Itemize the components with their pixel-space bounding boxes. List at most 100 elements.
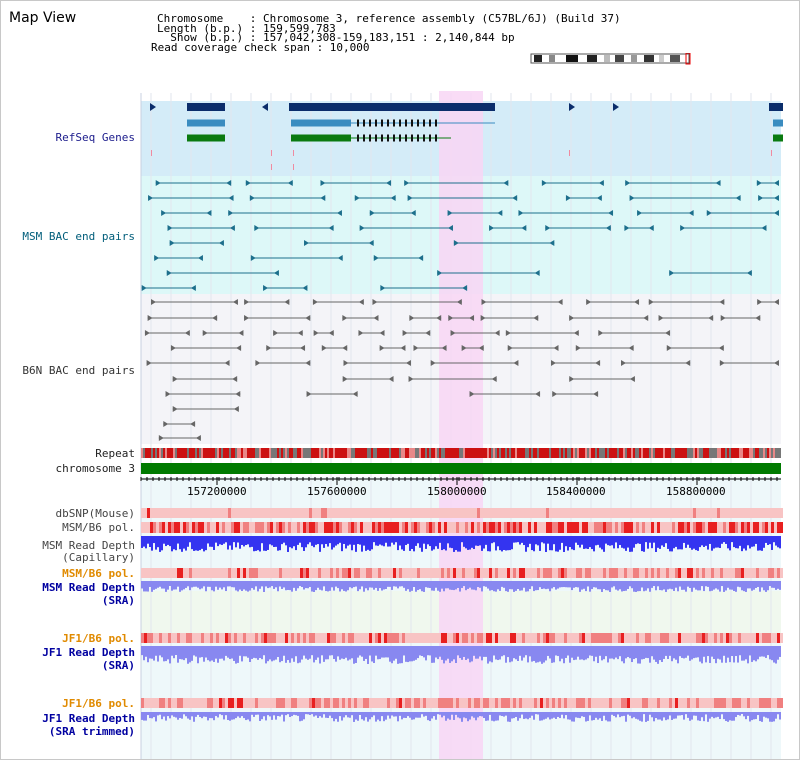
depth-bar (303, 581, 305, 590)
repeat-segment (341, 448, 343, 458)
bac-end (437, 270, 443, 276)
chromosome-ideogram[interactable] (529, 53, 693, 65)
polymorphism-cell (513, 522, 516, 533)
polymorphism-cell (705, 508, 708, 518)
polymorphism-cell (180, 508, 183, 518)
track-label-refseq[interactable]: RefSeq Genes (55, 131, 135, 144)
depth-bar (761, 581, 763, 588)
depth-bar (145, 581, 147, 592)
polymorphism-cell (555, 508, 558, 518)
polymorphism-cell (702, 633, 705, 643)
depth-bar (427, 646, 429, 656)
repeat-segment (565, 448, 567, 458)
polymorphism-and-depth-tracks[interactable] (141, 508, 783, 722)
bac-end (172, 406, 178, 412)
repeat-segment (283, 448, 285, 458)
depth-bar (301, 712, 303, 721)
repeat-segment (775, 448, 777, 458)
depth-bar (263, 581, 265, 592)
depth-bar (601, 646, 603, 661)
depth-bar (483, 536, 485, 549)
repeat-segment (495, 448, 497, 458)
depth-bar (509, 712, 511, 722)
track-label-jf1-pol-2[interactable]: JF1/B6 pol. (62, 697, 135, 710)
polymorphism-cell (471, 698, 474, 708)
depth-bar (429, 646, 431, 656)
polymorphism-cell (444, 568, 447, 578)
repeat-segment (419, 448, 421, 458)
repeat-segment (339, 448, 341, 458)
depth-bar (473, 536, 475, 550)
repeat-segment (209, 448, 211, 458)
polymorphism-cell (570, 633, 573, 643)
polymorphism-cell (564, 568, 567, 578)
depth-bar (141, 581, 143, 589)
polymorphism-cell (558, 633, 561, 643)
track-label-msm-depth-sra[interactable]: MSM Read Depth (42, 581, 135, 594)
polymorphism-cell (588, 633, 591, 643)
track-label-jf1-depth-trimmed[interactable]: JF1 Read Depth (42, 712, 135, 725)
polymorphism-cell (318, 633, 321, 643)
depth-bar (203, 536, 205, 552)
track-label-msm-pol-sra[interactable]: MSM/B6 pol. (62, 567, 135, 580)
track-label-msm-pol[interactable]: MSM/B6 pol. (62, 521, 135, 534)
depth-bar (621, 581, 623, 592)
bac-end (761, 225, 767, 231)
depth-bar (453, 581, 455, 591)
polymorphism-cell (183, 698, 186, 708)
polymorphism-cell (738, 698, 741, 708)
repeat-segment (551, 448, 553, 458)
depth-bar (243, 712, 245, 719)
gene-exon (291, 134, 351, 142)
polymorphism-cell (720, 633, 723, 643)
depth-bar (315, 581, 317, 591)
depth-bar (683, 581, 685, 590)
depth-bar (309, 646, 311, 659)
depth-bar (433, 581, 435, 591)
repeat-track[interactable] (141, 448, 781, 474)
depth-bar (559, 536, 561, 550)
track-label-dbsnp[interactable]: dbSNP(Mouse) (55, 507, 135, 520)
polymorphism-cell (411, 508, 414, 518)
polymorphism-cell (504, 633, 507, 643)
repeat-segment (647, 448, 649, 458)
track-label-b6n-bac[interactable]: B6N BAC end pairs (22, 364, 135, 377)
bac-end (720, 315, 726, 321)
depth-bar (419, 646, 421, 656)
track-label-jf1-depth[interactable]: JF1 Read Depth (42, 646, 135, 659)
track-label-msm-bac[interactable]: MSM BAC end pairs (22, 230, 135, 243)
polymorphism-cell (420, 568, 423, 578)
repeat-segment (519, 448, 521, 458)
depth-bar (297, 712, 299, 716)
depth-bar (779, 536, 781, 549)
polymorphism-cell (561, 508, 564, 518)
depth-bar (217, 646, 219, 663)
bac-end (569, 376, 575, 382)
depth-bar (311, 712, 313, 715)
depth-bar (163, 536, 165, 544)
bac-end-pair-features[interactable] (141, 180, 779, 441)
depth-bar (647, 581, 649, 589)
depth-bar (457, 646, 459, 656)
depth-bar (631, 536, 633, 552)
depth-bar (639, 536, 641, 544)
depth-bar (369, 581, 371, 588)
polymorphism-cell (765, 568, 768, 578)
repeat-segment (665, 448, 667, 458)
depth-bar (459, 646, 461, 659)
depth-bar (153, 646, 155, 661)
depth-bar (613, 712, 615, 716)
track-label-repeat[interactable]: Repeat (95, 447, 135, 460)
depth-bar (461, 646, 463, 660)
refseq-gene-features[interactable] (150, 103, 783, 170)
polymorphism-cell (567, 568, 570, 578)
genome-tracks-canvas[interactable] (1, 91, 800, 760)
depth-bar (677, 712, 679, 716)
polymorphism-cell (603, 698, 606, 708)
repeat-segment (527, 448, 529, 458)
track-label-chromosome[interactable]: chromosome 3 (55, 462, 135, 475)
track-label-msm-depth-capillary[interactable]: MSM Read Depth (42, 539, 135, 552)
track-label-jf1-pol[interactable]: JF1/B6 pol. (62, 632, 135, 645)
depth-bar (315, 536, 317, 545)
